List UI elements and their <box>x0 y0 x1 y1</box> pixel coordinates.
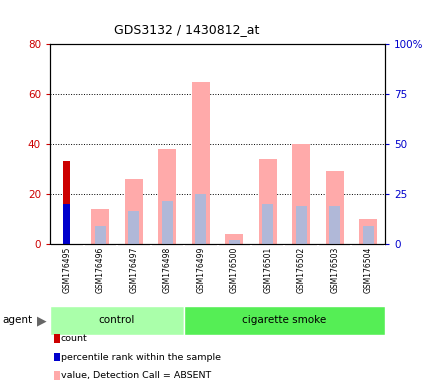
Text: count: count <box>60 334 87 343</box>
Bar <box>63 204 70 244</box>
Text: ▶: ▶ <box>36 314 46 327</box>
Text: GSM176497: GSM176497 <box>129 247 138 293</box>
Bar <box>158 149 176 244</box>
Bar <box>358 219 377 244</box>
Text: GSM176499: GSM176499 <box>196 247 205 293</box>
Bar <box>63 161 70 244</box>
Text: GSM176504: GSM176504 <box>363 247 372 293</box>
Bar <box>258 159 276 244</box>
Text: GSM176503: GSM176503 <box>329 247 339 293</box>
Bar <box>191 81 210 244</box>
Bar <box>95 227 105 244</box>
Bar <box>325 171 343 244</box>
Text: agent: agent <box>2 315 32 326</box>
Bar <box>329 207 339 244</box>
Bar <box>295 207 306 244</box>
Bar <box>362 227 373 244</box>
Text: GSM176496: GSM176496 <box>95 247 105 293</box>
Bar <box>91 209 109 244</box>
Text: GDS3132 / 1430812_at: GDS3132 / 1430812_at <box>114 23 259 36</box>
Text: value, Detection Call = ABSENT: value, Detection Call = ABSENT <box>60 371 210 380</box>
Text: control: control <box>99 315 135 326</box>
Text: cigarette smoke: cigarette smoke <box>242 315 326 326</box>
Bar <box>262 204 273 244</box>
Text: GSM176498: GSM176498 <box>162 247 171 293</box>
Bar <box>184 306 384 335</box>
Text: GSM176500: GSM176500 <box>229 247 238 293</box>
Bar <box>224 234 243 244</box>
Bar <box>291 144 310 244</box>
Bar <box>50 306 184 335</box>
Bar <box>128 211 139 244</box>
Text: GSM176502: GSM176502 <box>296 247 305 293</box>
Text: GSM176495: GSM176495 <box>62 247 71 293</box>
Bar <box>228 240 239 244</box>
Bar <box>124 179 143 244</box>
Bar <box>195 194 206 244</box>
Bar <box>161 201 172 244</box>
Text: GSM176501: GSM176501 <box>263 247 272 293</box>
Text: percentile rank within the sample: percentile rank within the sample <box>60 353 220 362</box>
